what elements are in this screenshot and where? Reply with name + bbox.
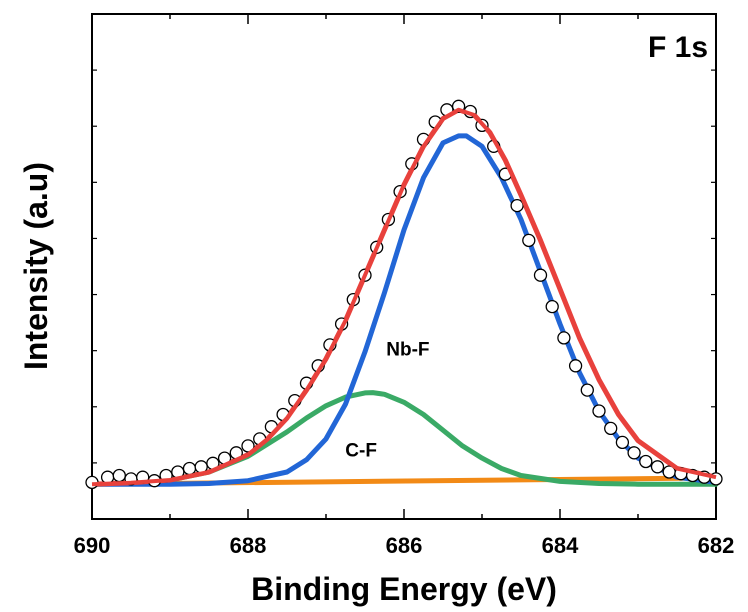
data-point xyxy=(592,404,606,418)
x-axis-title: Binding Energy (eV) xyxy=(251,571,557,607)
data-point xyxy=(639,454,653,469)
data-point xyxy=(545,299,559,314)
data-point xyxy=(533,268,548,282)
annotation-c-f: C-F xyxy=(345,440,377,461)
x-tick-label: 682 xyxy=(698,533,735,558)
data-point xyxy=(604,421,618,436)
x-tick-labels: 690 688 686 684 682 xyxy=(74,533,735,558)
data-point xyxy=(522,233,536,248)
data-point xyxy=(182,461,197,476)
data-point xyxy=(650,460,665,474)
series-layer xyxy=(89,107,719,487)
y-axis-title: Intensity (a.u) xyxy=(18,162,54,370)
annotation-nb-f: Nb-F xyxy=(386,339,429,360)
fit-envelope-overlay xyxy=(91,107,717,487)
data-point xyxy=(580,383,594,397)
data-point xyxy=(241,439,255,453)
data-points xyxy=(85,99,723,490)
x-tick-label: 686 xyxy=(386,533,423,558)
data-point xyxy=(627,446,641,460)
nb-f-component-line xyxy=(89,133,719,487)
data-point xyxy=(615,435,630,450)
fit-envelope-line xyxy=(89,107,719,487)
data-point xyxy=(510,198,524,213)
data-point xyxy=(557,331,571,345)
data-point xyxy=(100,470,115,484)
x-tick-label: 690 xyxy=(74,533,111,558)
data-point xyxy=(568,359,583,373)
panel-label: F 1s xyxy=(648,31,708,64)
axis-ticks xyxy=(91,14,717,519)
x-tick-label: 684 xyxy=(542,533,579,558)
x-tick-label: 688 xyxy=(230,533,267,558)
data-point xyxy=(112,468,126,483)
